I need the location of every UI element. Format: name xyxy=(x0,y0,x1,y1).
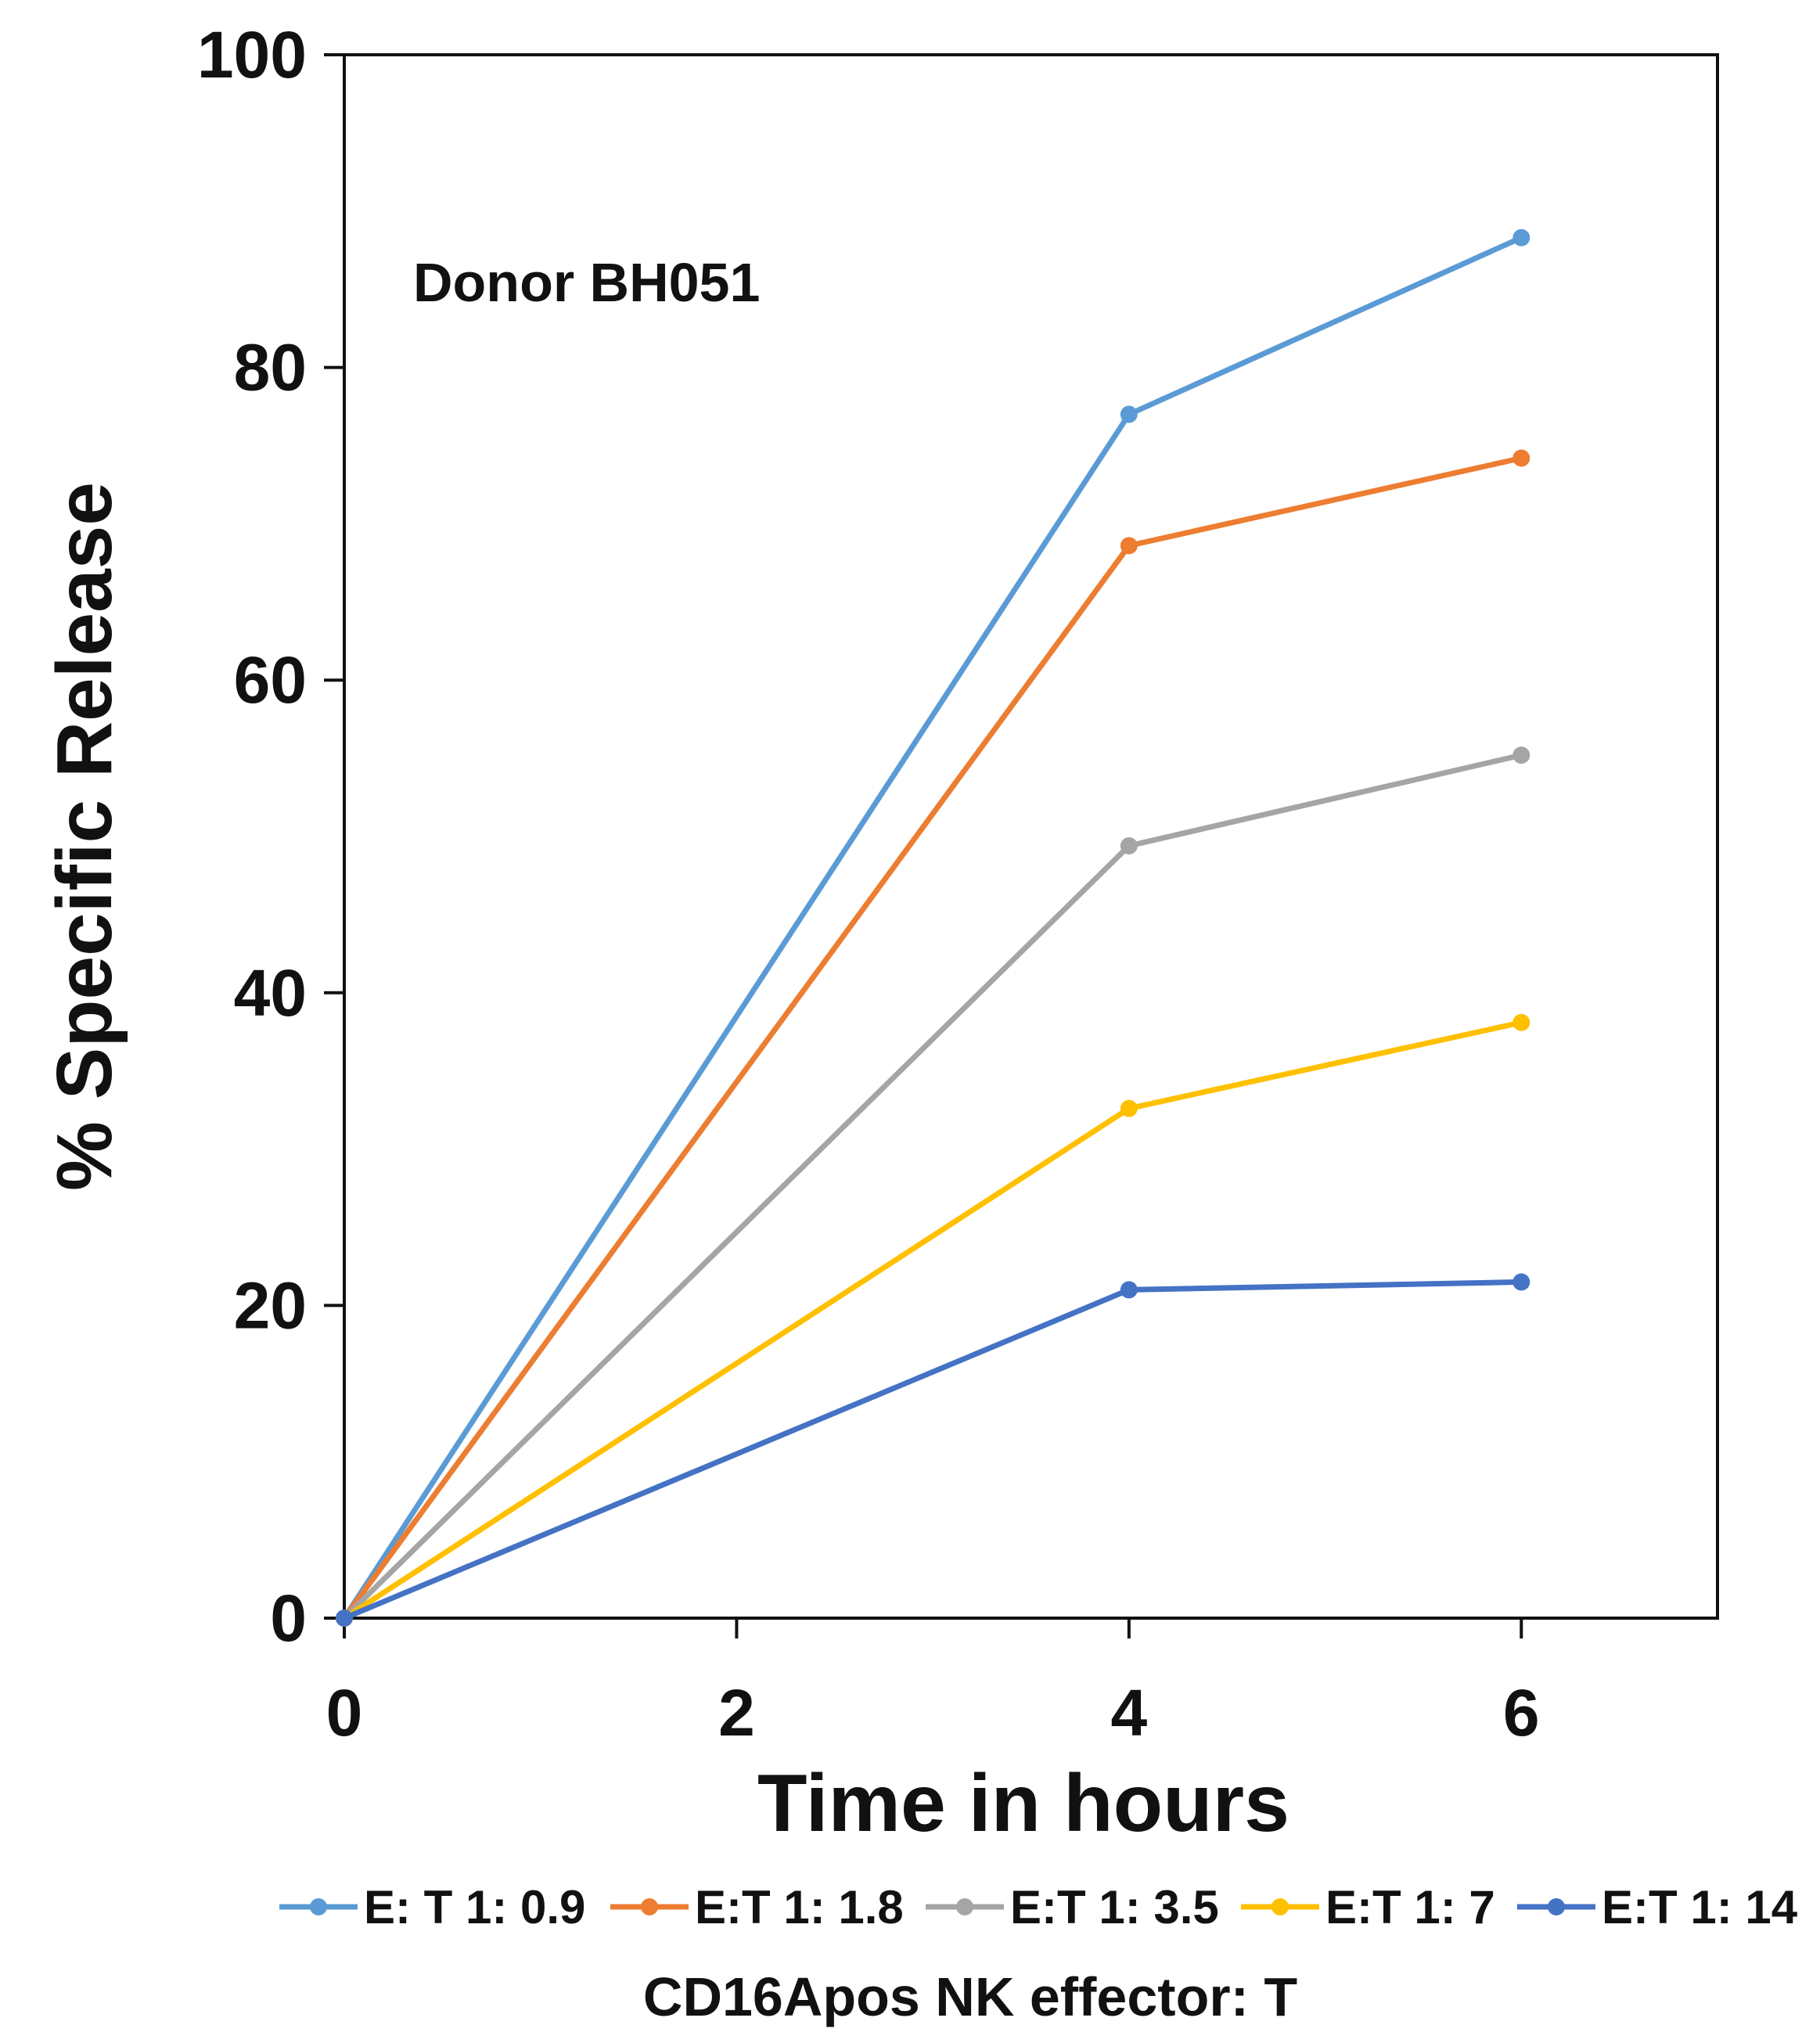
plot-frame xyxy=(343,53,1719,1620)
legend-label: E:T 1: 1.8 xyxy=(695,1881,904,1933)
data-point xyxy=(1120,1099,1138,1117)
data-point xyxy=(1512,449,1530,467)
legend-swatch-marker xyxy=(1548,1898,1565,1915)
data-point xyxy=(1120,537,1138,555)
legend-label: E: T 1: 0.9 xyxy=(364,1881,585,1933)
series-line-1 xyxy=(341,235,1524,1621)
legend-item: E:T 1: 14 xyxy=(1517,1881,1798,1933)
legend-swatch-marker xyxy=(641,1898,658,1915)
y-tick-label: 20 xyxy=(234,1268,307,1342)
legend-title: CD16Apos NK effector: T xyxy=(643,1966,1297,2027)
y-axis: 0 20 40 60 80 100 xyxy=(197,18,344,1655)
series-layer xyxy=(336,228,1530,1627)
data-point xyxy=(1512,1273,1530,1291)
x-axis: 0 2 4 6 xyxy=(326,1618,1540,1750)
data-point xyxy=(1512,228,1530,246)
y-axis-title: % Specific Release xyxy=(41,482,128,1191)
data-point xyxy=(1512,1013,1530,1031)
annotation-donor: Donor BH051 xyxy=(413,252,760,313)
legend-item: E: T 1: 0.9 xyxy=(279,1881,585,1933)
data-point xyxy=(1512,746,1530,764)
legend: E: T 1: 0.9 E:T 1: 1.8 E:T 1: 3.5 E:T 1: 7 E… xyxy=(279,1881,1798,1933)
x-tick-label: 2 xyxy=(718,1676,755,1750)
y-tick-label: 80 xyxy=(234,331,307,405)
x-tick-label: 4 xyxy=(1110,1676,1147,1750)
legend-item: E:T 1: 1.8 xyxy=(610,1881,904,1933)
legend-item: E:T 1: 3.5 xyxy=(926,1881,1219,1933)
y-tick-label: 60 xyxy=(234,643,307,717)
x-axis-title: Time in hours xyxy=(757,1758,1289,1849)
y-tick-label: 0 xyxy=(270,1581,307,1655)
legend-item: E:T 1: 7 xyxy=(1241,1881,1495,1933)
series-line-4 xyxy=(341,1020,1524,1621)
legend-swatch-marker xyxy=(310,1898,327,1915)
legend-label: E:T 1: 14 xyxy=(1602,1881,1798,1933)
legend-swatch-marker xyxy=(1271,1898,1289,1915)
y-tick-label: 100 xyxy=(197,18,307,92)
data-point xyxy=(1120,836,1138,854)
data-point xyxy=(1120,1281,1138,1299)
x-tick-label: 0 xyxy=(326,1676,363,1750)
data-point xyxy=(336,1610,353,1627)
series-line-5 xyxy=(341,1279,1524,1621)
legend-label: E:T 1: 3.5 xyxy=(1010,1881,1219,1933)
x-tick-label: 6 xyxy=(1503,1676,1540,1750)
y-tick-label: 40 xyxy=(234,956,307,1030)
legend-label: E:T 1: 7 xyxy=(1325,1881,1495,1933)
legend-swatch-marker xyxy=(956,1898,973,1915)
series-line-3 xyxy=(341,752,1524,1621)
data-point xyxy=(1120,405,1138,423)
